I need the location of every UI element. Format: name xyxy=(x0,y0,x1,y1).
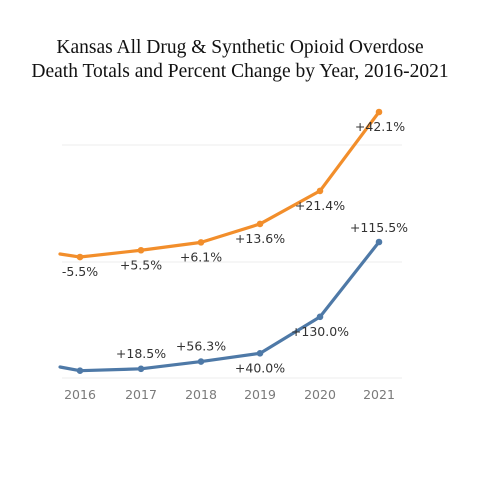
data-label: +115.5% xyxy=(350,220,408,235)
data-label: +130.0% xyxy=(291,324,349,339)
data-point xyxy=(197,358,205,365)
data-point xyxy=(316,313,324,321)
data-label: -5.5% xyxy=(62,264,98,279)
x-tick-label: 2018 xyxy=(185,387,217,402)
data-point xyxy=(375,238,383,246)
chart-title: Kansas All Drug & Synthetic Opioid Overd… xyxy=(0,36,480,84)
x-tick-label: 2021 xyxy=(363,387,395,402)
data-label: +6.1% xyxy=(180,249,222,264)
data-label: +42.1% xyxy=(355,119,405,134)
data-point xyxy=(375,108,383,116)
x-axis: 2016 2017 2018 2019 2020 2021 xyxy=(64,387,395,402)
data-point xyxy=(316,187,324,195)
data-point xyxy=(137,365,145,373)
gridlines xyxy=(62,144,402,379)
data-label: +40.0% xyxy=(235,360,285,375)
data-point xyxy=(76,367,84,374)
data-label: +13.6% xyxy=(235,231,285,246)
data-point xyxy=(256,350,264,357)
chart-title-line-2: Death Totals and Percent Change by Year,… xyxy=(31,61,449,82)
data-point xyxy=(137,246,145,254)
data-label: +18.5% xyxy=(116,346,166,361)
data-label: +56.3% xyxy=(176,339,226,354)
data-label: +21.4% xyxy=(295,198,345,213)
x-tick-label: 2017 xyxy=(125,387,157,402)
series-layer: -5.5% +5.5% +6.1% +13.6% +21.4% +42.1% +18.5% +… xyxy=(58,108,408,375)
series-line xyxy=(58,110,381,259)
data-point xyxy=(197,239,205,246)
data-label: +5.5% xyxy=(120,257,162,272)
x-tick-label: 2019 xyxy=(244,387,276,402)
chart-title-line-1: Kansas All Drug & Synthetic Opioid Overd… xyxy=(56,37,424,58)
data-point xyxy=(256,220,264,228)
data-point xyxy=(76,253,84,261)
x-tick-label: 2016 xyxy=(64,387,96,402)
x-tick-label: 2020 xyxy=(304,387,336,402)
